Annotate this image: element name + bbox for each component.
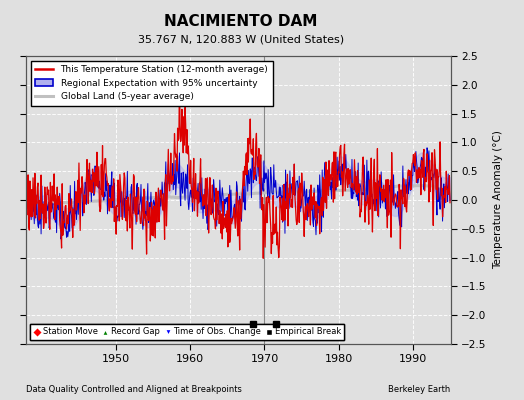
Y-axis label: Temperature Anomaly (°C): Temperature Anomaly (°C)	[494, 130, 504, 270]
Legend: Station Move, Record Gap, Time of Obs. Change, Empirical Break: Station Move, Record Gap, Time of Obs. C…	[30, 324, 344, 340]
Text: Data Quality Controlled and Aligned at Breakpoints: Data Quality Controlled and Aligned at B…	[26, 385, 242, 394]
Text: Berkeley Earth: Berkeley Earth	[388, 385, 451, 394]
Text: NACIMIENTO DAM: NACIMIENTO DAM	[165, 14, 318, 29]
Text: 35.767 N, 120.883 W (United States): 35.767 N, 120.883 W (United States)	[138, 34, 344, 44]
